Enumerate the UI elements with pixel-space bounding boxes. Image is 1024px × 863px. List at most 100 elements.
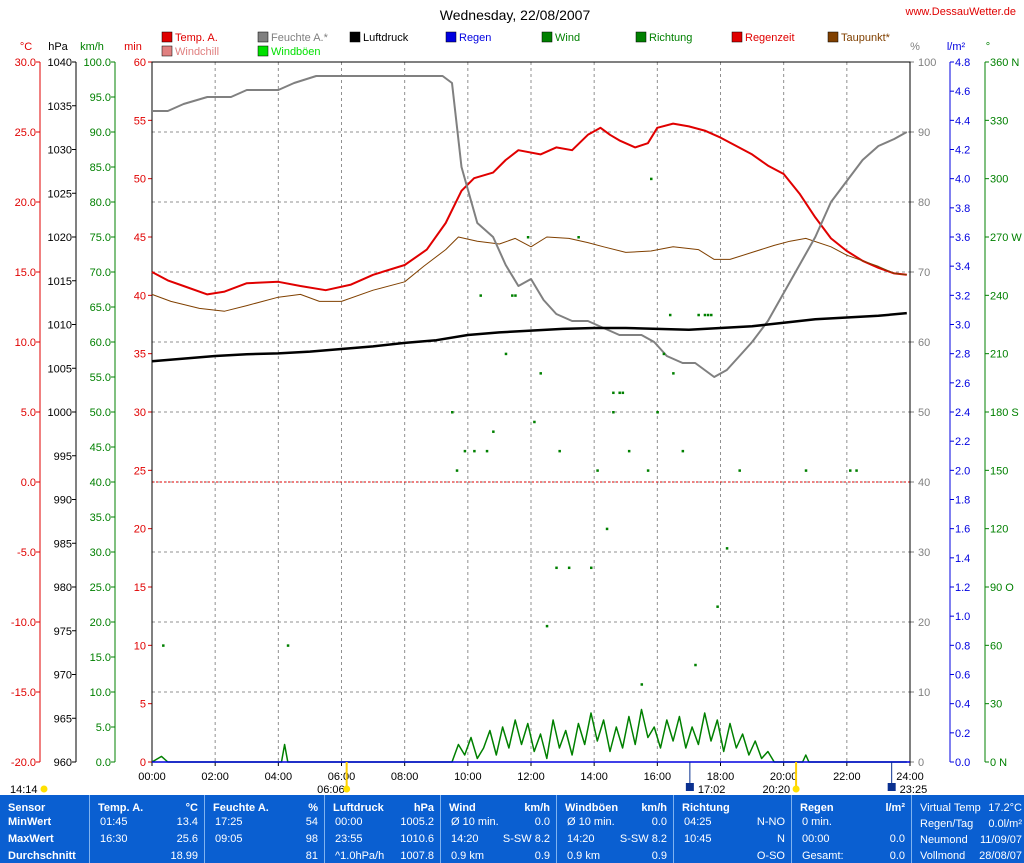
pressure-axis-label-5: 1015 — [48, 276, 72, 288]
legend-label-8: Regenzeit — [745, 32, 795, 44]
temp-axis-label-8: -10.0 — [11, 617, 36, 629]
direction-point-39 — [618, 391, 621, 395]
rain-axis-label-9: 3.0 — [955, 320, 970, 332]
direction-point-12 — [555, 566, 558, 570]
wind-axis-label-7: 65.0 — [90, 302, 111, 314]
humidity-axis-label-6: 40 — [918, 477, 930, 489]
direction-point-11 — [539, 372, 542, 375]
wind-axis-label-18: 10.0 — [90, 687, 111, 699]
humidity-axis-label-10: 0 — [918, 757, 924, 769]
rain-axis-label-8: 3.2 — [955, 290, 970, 302]
direction-axis-label-11: 30 — [990, 699, 1002, 711]
wind-axis-label-11: 45.0 — [90, 442, 111, 454]
stats-col-4-row-0-a: Ø 10 min. — [451, 816, 499, 828]
stats-col-2-row-0-b: 54 — [305, 816, 318, 828]
sun-marker-3 — [792, 785, 800, 793]
rain-axis-label-24: 0.0 — [955, 757, 970, 769]
event-label-3: 20:20 — [763, 784, 791, 795]
minutes-axis-label-3: 45 — [134, 232, 146, 244]
direction-point-19 — [640, 683, 644, 686]
stats-col-6-title: Richtung — [682, 802, 730, 814]
direction-axis-label-6: 180 S — [990, 407, 1019, 419]
unit-label-3: min — [124, 41, 142, 53]
minutes-axis-label-5: 35 — [134, 349, 146, 361]
legend-label-0: Temp. A. — [175, 32, 218, 44]
legend-swatch-4 — [349, 31, 361, 43]
event-label-4: 23:25 — [900, 784, 928, 795]
direction-point-38 — [612, 391, 615, 395]
direction-point-35 — [697, 313, 700, 317]
series-4-line — [151, 708, 907, 763]
minutes-axis-label-2: 50 — [134, 174, 146, 186]
moon-marker-4 — [887, 783, 896, 791]
stats-row-label-0: MinWert — [8, 816, 52, 828]
stats-col-5-row-1-a: 14:20 — [567, 833, 595, 845]
x-label-5: 10:00 — [454, 771, 482, 783]
direction-point-33 — [650, 177, 653, 181]
wind-axis-label-6: 70.0 — [90, 267, 111, 279]
direction-point-45 — [485, 449, 489, 453]
stats-col-3-row-1-b: 1010.6 — [400, 833, 434, 845]
legend-label-7: Richtung — [649, 32, 692, 44]
stats-col-2-unit: % — [308, 802, 318, 814]
direction-point-16 — [605, 527, 609, 531]
unit-label-2: km/h — [80, 41, 104, 53]
x-label-1: 02:00 — [201, 771, 229, 783]
direction-point-27 — [716, 605, 719, 608]
wind-axis-label-19: 5.0 — [96, 722, 111, 734]
x-label-0: 00:00 — [138, 771, 166, 783]
direction-point-26 — [706, 313, 710, 317]
sun-marker-1 — [343, 785, 351, 793]
legend-label-1: Windchill — [175, 46, 219, 58]
stats-col-4-row-2-a: 0.9 km — [451, 850, 485, 862]
direction-point-0 — [162, 644, 165, 647]
direction-point-41 — [558, 449, 561, 453]
series-2-line — [152, 75, 908, 378]
stats-col-0: Sensor MinWert MaxWert Durchschnitt — [0, 795, 90, 863]
stats-col-3: Luftdruck hPa 00:00 1005.2 23:55 1010.6 ^1.0hP… — [325, 795, 441, 863]
stats-col-3-title: Luftdruck — [333, 802, 384, 814]
unit-label-6: ° — [986, 41, 990, 53]
direction-point-15 — [596, 469, 599, 472]
unit-label-1: hPa — [48, 41, 68, 53]
legend-swatch-0 — [161, 31, 173, 43]
stats-table: Sensor MinWert MaxWert Durchschnitt Temp. A.… — [0, 795, 1024, 863]
pressure-axis-label-16: 960 — [54, 757, 72, 769]
stats-row-label-1: MaxWert — [8, 833, 54, 845]
pressure-axis-label-7: 1005 — [48, 363, 72, 375]
rain-axis-label-22: 0.4 — [955, 699, 970, 711]
minutes-axis-label-11: 5 — [140, 699, 146, 711]
rain-axis-label-5: 3.8 — [955, 203, 970, 215]
pressure-axis-label-4: 1020 — [48, 232, 72, 244]
direction-point-44 — [463, 449, 467, 453]
direction-point-13 — [567, 566, 571, 570]
series-0-line — [151, 122, 907, 296]
axis-units: °C hPa km/h min% l/m² ° — [20, 41, 990, 53]
wind-axis-label-3: 85.0 — [90, 162, 111, 174]
unit-label-4: % — [910, 41, 920, 53]
wind-axis-label-8: 60.0 — [90, 337, 111, 349]
stats-col-0-title: Sensor — [8, 802, 46, 814]
direction-point-31 — [848, 469, 852, 472]
stats-col-6-row-2-b: O-SO — [756, 850, 785, 862]
minutes-axis-label-8: 20 — [134, 524, 146, 536]
stats-col-2-row-1-a: 09:05 — [215, 833, 243, 845]
humidity-axis-label-2: 80 — [918, 197, 930, 209]
direction-point-25 — [694, 663, 697, 667]
chart-title: Wednesday, 22/08/2007 — [440, 7, 591, 23]
pressure-axis-label-11: 985 — [54, 538, 72, 550]
stats-col-1-row-1-a: 16:30 — [100, 833, 128, 845]
temp-axis-label-0: 30.0 — [15, 57, 36, 69]
legend-swatch-3 — [257, 45, 269, 57]
legend-swatch-8 — [731, 31, 743, 43]
minutes-axis-label-0: 60 — [134, 57, 146, 69]
direction-axis-label-8: 120 — [990, 524, 1008, 536]
sun-moon-events: 14:14 06:06 17:02 20:20 23:25 — [10, 762, 927, 795]
direction-point-34 — [668, 313, 672, 317]
event-label-0: 14:14 — [10, 784, 38, 795]
x-label-7: 14:00 — [580, 771, 608, 783]
stats-col-1: Temp. A. °C 01:45 13.4 16:30 25.6 18.99 — [90, 795, 205, 863]
stats-col-7-unit: l/m² — [885, 802, 905, 814]
stats-col-1-row-1-b: 25.6 — [176, 833, 198, 845]
pressure-axis-label-13: 975 — [54, 626, 72, 638]
